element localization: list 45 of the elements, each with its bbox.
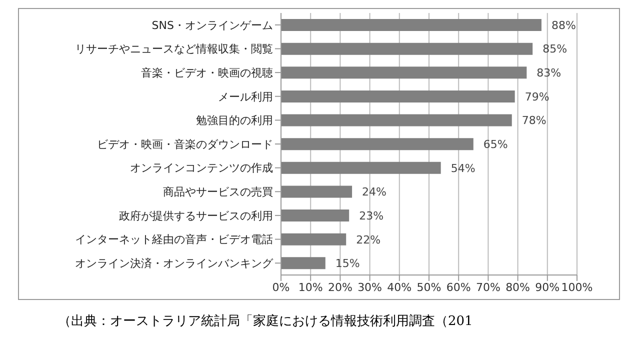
y-tick-label: オンライン決済・オンラインバンキング	[75, 256, 274, 270]
data-label: 79%	[524, 90, 550, 104]
data-label: 22%	[356, 233, 381, 246]
data-label: 65%	[483, 138, 508, 151]
bar	[281, 114, 512, 126]
y-tick-label: SNS・オンラインゲーム	[152, 18, 273, 32]
x-tick-label: 20%	[328, 280, 352, 294]
y-tick-label: 音楽・ビデオ・映画の視聴	[141, 66, 273, 80]
bar	[281, 19, 542, 31]
data-label: 88%	[551, 18, 576, 32]
x-tick-label: 60%	[446, 280, 471, 294]
bar	[281, 42, 533, 55]
bar	[281, 210, 350, 222]
data-label: 78%	[522, 114, 546, 128]
x-tick-label: 90%	[535, 280, 560, 294]
bar	[281, 138, 474, 150]
y-tick-label: オンラインコンテンツの作成	[130, 162, 273, 175]
bar	[281, 186, 352, 198]
data-label: 83%	[536, 66, 562, 80]
x-tick-label: 10%	[298, 280, 323, 294]
bar	[281, 66, 527, 79]
x-tick-label: 40%	[387, 280, 412, 294]
y-tick-label: 勉強目的の利用	[196, 114, 273, 128]
data-label: 24%	[362, 186, 386, 199]
data-label: 15%	[335, 257, 360, 270]
y-tick-label: 政府が提供するサービスの利用	[119, 209, 273, 222]
x-tick-label: 50%	[416, 280, 442, 294]
bar	[281, 257, 326, 270]
y-tick-label: インターネット経由の音声・ビデオ電話	[75, 233, 273, 246]
x-tick-label: 0%	[272, 280, 290, 294]
y-tick-label: 商品やサービスの売買	[163, 186, 273, 199]
data-label: 23%	[359, 209, 384, 222]
bar	[281, 233, 346, 246]
y-tick-label: メール利用	[218, 90, 273, 104]
y-tick-label: ビデオ・映画・音楽のダウンロード	[97, 138, 273, 151]
text: （出典：オーストラリア統計局「家庭における情報技術利用調査（201	[58, 313, 474, 330]
x-tick-label: 70%	[476, 280, 500, 294]
data-label: 85%	[542, 42, 568, 56]
x-tick-label: 30%	[358, 280, 382, 294]
bar	[281, 162, 441, 174]
x-tick-label: 100%	[561, 280, 593, 294]
y-tick-label: リサーチやニュースなど情報収集・閲覧	[75, 42, 273, 56]
x-tick-label: 80%	[506, 280, 530, 294]
data-label: 54%	[450, 162, 476, 175]
bar	[281, 90, 515, 102]
